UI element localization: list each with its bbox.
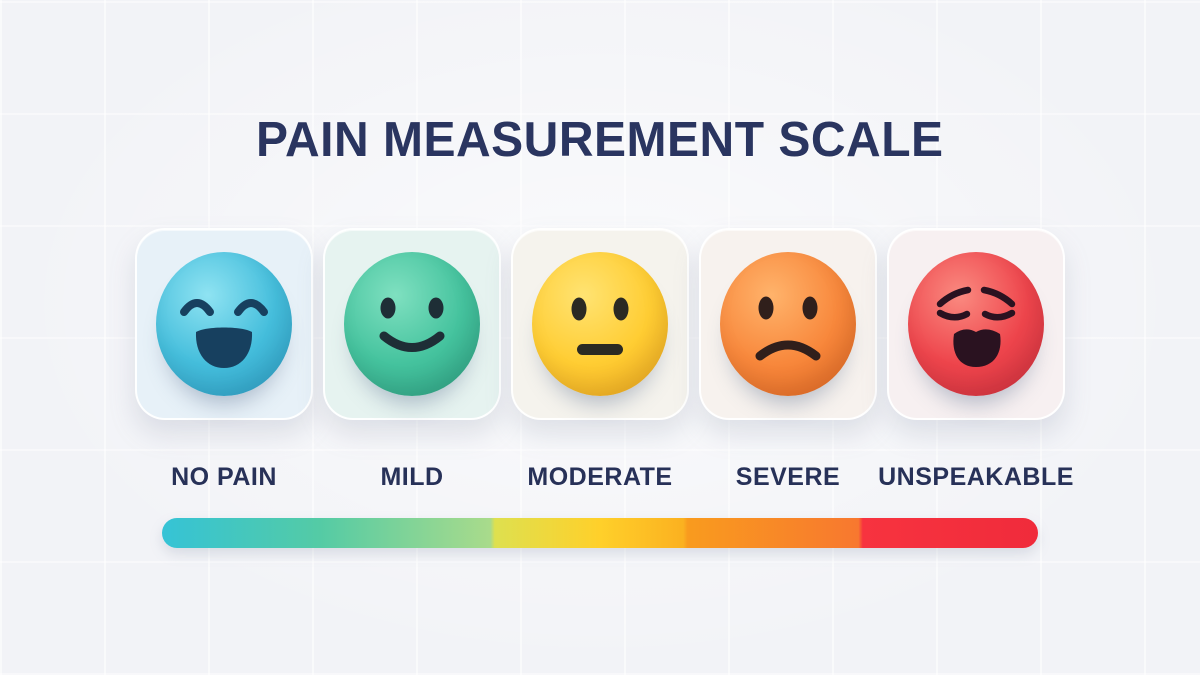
left-eye xyxy=(571,297,587,321)
page-title: PAIN MEASUREMENT SCALE xyxy=(256,113,944,167)
right-eye xyxy=(613,297,629,321)
pain-scale-infographic: PAIN MEASUREMENT SCALE NO PAIN xyxy=(135,113,1073,549)
laughing-face-icon xyxy=(156,252,292,397)
anguished-face-icon xyxy=(908,252,1044,397)
left-eye xyxy=(380,297,396,319)
face-card xyxy=(323,228,501,421)
right-eyebrow xyxy=(980,287,1016,308)
face-cards-row: NO PAIN MILD xyxy=(135,228,1073,492)
pain-gradient-bar xyxy=(162,518,1038,549)
face-card xyxy=(699,228,877,421)
level-label: NO PAIN xyxy=(171,463,277,492)
left-eye xyxy=(758,296,774,320)
face-card xyxy=(135,228,313,421)
left-eye xyxy=(180,299,214,317)
frowning-face-icon xyxy=(720,252,856,397)
laughing-face-features xyxy=(180,299,268,369)
frown-mouth xyxy=(755,340,821,361)
level-label: UNSPEAKABLE xyxy=(878,463,1074,492)
smiling-face-features xyxy=(379,297,445,353)
smile-mouth xyxy=(379,331,445,353)
face-card xyxy=(887,228,1065,421)
right-eye xyxy=(234,299,268,317)
neutral-face-icon xyxy=(532,252,668,397)
pain-level-unspeakable: UNSPEAKABLE xyxy=(878,228,1073,492)
flat-mouth xyxy=(577,344,623,356)
frowning-face-features xyxy=(755,296,821,361)
face-card xyxy=(511,228,689,421)
left-eye xyxy=(936,310,971,321)
open-smile-mouth xyxy=(195,327,253,369)
neutral-face-features xyxy=(571,297,629,356)
smiling-face-icon xyxy=(344,252,480,397)
wailing-mouth xyxy=(953,329,1001,368)
level-label: MODERATE xyxy=(527,463,673,492)
right-eye xyxy=(802,296,818,320)
right-eye xyxy=(428,297,444,319)
level-label: MILD xyxy=(380,463,444,492)
pain-level-mild: MILD xyxy=(323,228,501,492)
right-eye xyxy=(981,310,1016,321)
left-eyebrow xyxy=(936,287,972,308)
pain-level-moderate: MODERATE xyxy=(511,228,689,492)
level-label: SEVERE xyxy=(735,463,841,492)
pain-level-severe: SEVERE xyxy=(699,228,877,492)
anguished-face-features xyxy=(936,287,1016,368)
pain-level-no-pain: NO PAIN xyxy=(135,228,313,492)
